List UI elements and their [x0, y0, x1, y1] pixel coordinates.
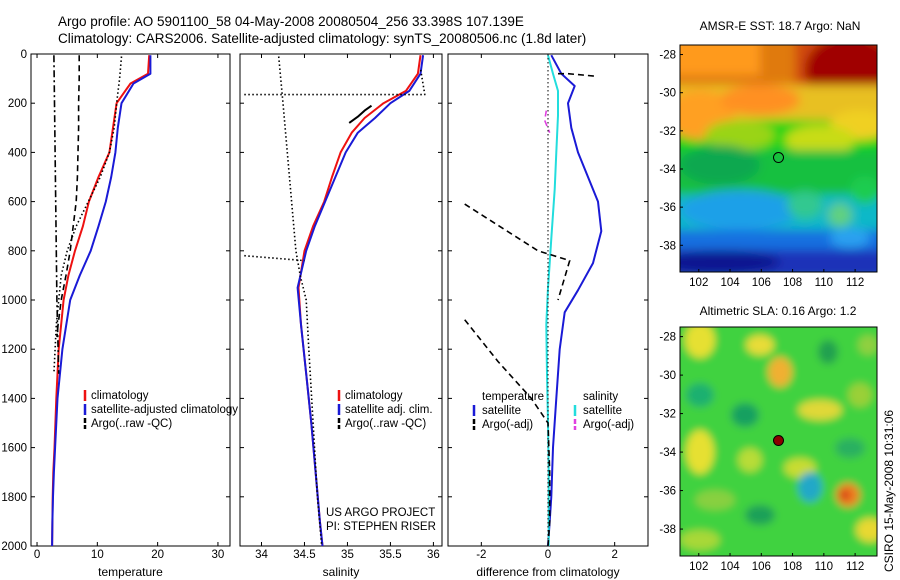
amsr-sst-map-ytick-label: -34 — [659, 164, 676, 176]
sst-argo-location-marker — [773, 152, 784, 164]
difference-series-salinity-satellite — [545, 54, 559, 546]
temperature-ytick-label: 600 — [8, 197, 27, 209]
sst-map-frame — [679, 44, 878, 273]
temperature-ytick-label: 1600 — [1, 443, 27, 455]
altimetric-sla-map-ytick-label: -32 — [659, 409, 676, 421]
altimetric-sla-map-ytick-label: -36 — [659, 486, 676, 498]
difference-series-temperature-argo-adj-1 — [558, 72, 595, 77]
header-line-2: Climatology: CARS2006. Satellite-adjuste… — [58, 31, 586, 46]
altimetric-sla-map-xtick-label: 102 — [689, 561, 708, 573]
salinity-series-argo-raw-qc — [348, 104, 373, 124]
difference-panel: -2 0 2 difference from climatology temperatu… — [447, 53, 649, 579]
temperature-xtick-label: 20 — [151, 549, 164, 561]
difference-series-temperature-argo-adj-2 — [464, 203, 571, 301]
difference-xtick-label: 0 — [545, 549, 551, 561]
altimetric-sla-map-ytick-label: -38 — [659, 524, 676, 536]
sla-map-title: Altimetric SLA: 0.16 Argo: 1.2 — [700, 304, 857, 318]
difference-series-temperature-satellite — [547, 54, 603, 547]
altimetric-sla-map-ytick-label: -34 — [659, 447, 676, 459]
temperature-xtick-label: 0 — [34, 549, 40, 561]
altimetric-sla-map-xtick-label: 106 — [752, 561, 771, 573]
salinity-legend-label: satellite adj. clim. — [345, 404, 433, 416]
side-timestamp-label: CSIRO 15-May-2008 10:31:06 — [882, 410, 896, 572]
sst-map: 102 104 106 108 110 112 -28 -30 -32 -34 -36 -38 — [659, 44, 878, 289]
temperature-series-climatology — [51, 55, 151, 547]
amsr-sst-map-ytick-label: -30 — [659, 88, 676, 100]
difference-xtick-label: -2 — [476, 549, 486, 561]
salinity-xtick-label: 35 — [341, 549, 354, 561]
salinity-series-argo-salinity-dotted — [277, 56, 323, 547]
difference-series-salinity-argo-adj — [543, 110, 551, 134]
difference-legend-label: Argo(-adj) — [583, 419, 634, 431]
temperature-xtick-label: 30 — [212, 549, 225, 561]
temperature-series-argo-dashed — [56, 55, 80, 337]
temperature-ytick-label: 2000 — [1, 541, 27, 553]
temperature-xlabel: temperature — [98, 565, 163, 579]
salinity-panel: 34 34.5 35 35.5 36 salinity climatology satelli… — [239, 53, 443, 579]
amsr-sst-map-xtick-label: 106 — [752, 277, 771, 289]
temperature-ytick-label: 400 — [8, 147, 27, 159]
temperature-series-satellite-adjusted-climatology — [51, 55, 152, 547]
salinity-series-climatology — [297, 55, 422, 547]
altimetric-sla-map-xtick-label: 108 — [783, 561, 802, 573]
amsr-sst-map-xtick-label: 110 — [815, 277, 833, 289]
temperature-series-argo-raw-qc — [53, 55, 60, 374]
sla-map-frame — [679, 326, 878, 557]
salinity-annotation-line: PI: STEPHEN RISER — [326, 521, 436, 533]
temperature-legend-label: climatology — [91, 390, 149, 402]
salinity-series-argo-salinity-spike-2 — [244, 254, 305, 262]
sla-map: 102 104 106 108 110 112 -28 -30 -32 -34 -36 -38 — [659, 326, 878, 573]
salinity-series-satellite-adj-clim — [296, 55, 425, 547]
salinity-series-argo-salinity-spike-1 — [244, 68, 426, 96]
difference-xlabel: difference from climatology — [476, 565, 619, 579]
difference-legend-header-temperature: temperature — [482, 391, 544, 403]
temperature-panel: 0 10 20 30 0 200 400 600 800 1000 1200 1400 1600 1800… — [1, 49, 238, 579]
sst-field — [680, 45, 877, 272]
difference-series-temperature-argo-adj-3 — [464, 319, 551, 547]
sst-map-title: AMSR-E SST: 18.7 Argo: NaN — [700, 19, 861, 33]
temperature-axes-frame — [30, 53, 231, 547]
salinity-legend-label: climatology — [345, 390, 403, 402]
salinity-xtick-label: 34 — [255, 549, 268, 561]
amsr-sst-map-xtick-label: 104 — [720, 277, 740, 289]
temperature-ytick-label: 800 — [8, 246, 27, 258]
salinity-xtick-label: 36 — [427, 549, 440, 561]
difference-legend-label: satellite — [482, 405, 521, 417]
difference-legend-label: satellite — [583, 405, 622, 417]
amsr-sst-map-ytick-label: -32 — [659, 126, 676, 138]
temperature-ytick-label: 0 — [21, 49, 27, 61]
temperature-legend-label: Argo(..raw -QC) — [91, 418, 172, 430]
amsr-sst-map-ytick-label: -36 — [659, 202, 676, 214]
temperature-ytick-label: 1200 — [1, 344, 27, 356]
salinity-xtick-label: 35.5 — [379, 549, 401, 561]
difference-legend-header-salinity: salinity — [583, 391, 618, 403]
temperature-ytick-label: 200 — [8, 98, 27, 110]
salinity-xtick-label: 34.5 — [293, 549, 315, 561]
altimetric-sla-map-xtick-label: 104 — [720, 561, 740, 573]
amsr-sst-map-ytick-label: -28 — [659, 50, 676, 62]
altimetric-sla-map-xtick-label: 112 — [846, 561, 864, 573]
altimetric-sla-map-xtick-label: 110 — [815, 561, 833, 573]
temperature-ytick-label: 1800 — [1, 492, 27, 504]
difference-xtick-label: 2 — [611, 549, 617, 561]
header-line-1: Argo profile: AO 5901100_58 04-May-2008 … — [58, 14, 524, 29]
temperature-xtick-label: 10 — [91, 549, 104, 561]
altimetric-sla-map-ytick-label: -30 — [659, 370, 676, 382]
amsr-sst-map-xtick-label: 108 — [783, 277, 802, 289]
amsr-sst-map-ytick-label: -38 — [659, 240, 676, 252]
difference-legend-label: Argo(-adj) — [482, 419, 533, 431]
altimetric-sla-map-ytick-label: -28 — [659, 332, 676, 344]
salinity-annotation-line: US ARGO PROJECT — [326, 507, 435, 519]
amsr-sst-map-xtick-label: 112 — [846, 277, 864, 289]
amsr-sst-map-xtick-label: 102 — [689, 277, 708, 289]
sla-argo-location-marker — [773, 435, 784, 447]
salinity-axes-frame — [239, 53, 443, 547]
temperature-ytick-label: 1400 — [1, 393, 27, 405]
salinity-xlabel: salinity — [323, 565, 360, 579]
temperature-series-argo-temperature-dotted — [53, 56, 123, 374]
temperature-ytick-label: 1000 — [1, 295, 27, 307]
temperature-legend-label: satellite-adjusted climatology — [91, 404, 238, 416]
salinity-legend-label: Argo(..raw -QC) — [345, 418, 426, 430]
